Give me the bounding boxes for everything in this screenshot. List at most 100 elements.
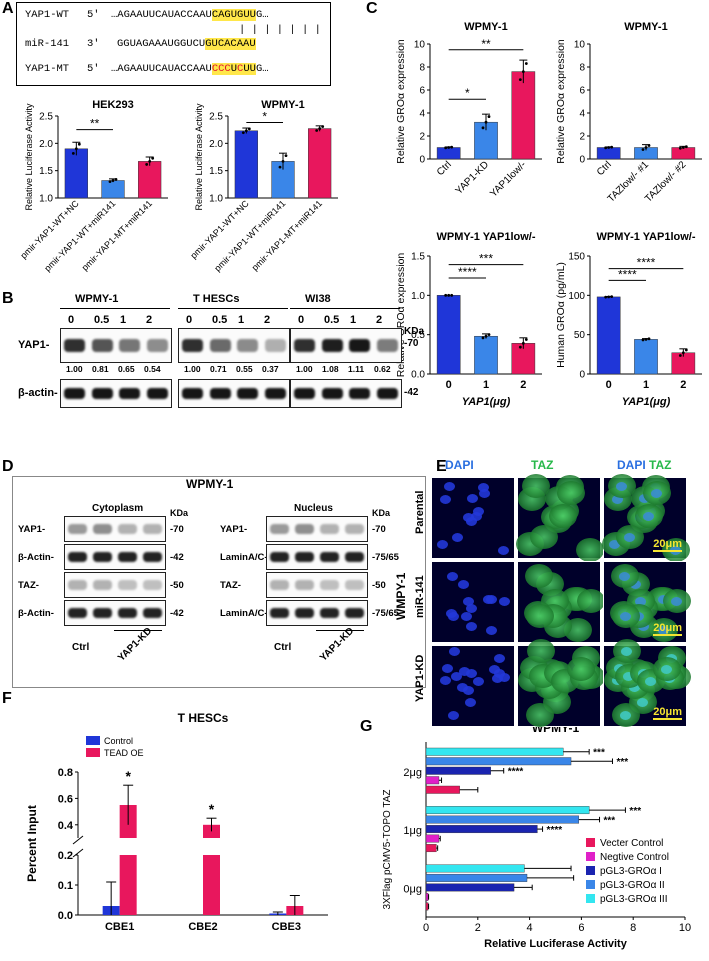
band-ratio: 1.00 (296, 364, 313, 374)
blot-band (93, 580, 112, 590)
nucleus (463, 597, 475, 607)
x-tick-label: 8 (630, 922, 636, 934)
chart-title: HEK293 (92, 99, 134, 111)
actin-blot-strip (60, 379, 172, 408)
mw-label: -50 (170, 580, 184, 591)
blot-band (270, 552, 289, 562)
nucleus (451, 532, 463, 542)
blot-band (119, 388, 141, 399)
band-ratio: 0.54 (144, 364, 161, 374)
microscopy-row-label: YAP1-KD (414, 654, 426, 702)
blot-band (345, 524, 364, 534)
blot-row-label: YAP1- (220, 524, 248, 535)
taz-stain (526, 703, 555, 728)
nucleus (439, 676, 451, 686)
blot-band (182, 388, 204, 399)
x-tick-label: 10 (679, 922, 691, 934)
data-point (604, 295, 608, 299)
bar (425, 902, 429, 911)
data-point (77, 142, 81, 146)
x-tick-label: 2 (520, 379, 526, 391)
nucleus (489, 665, 501, 675)
taz-stain (526, 639, 555, 664)
taz-stain (567, 657, 596, 682)
y-tick-label: 2 (419, 132, 425, 143)
scale-bar: 20μm (653, 538, 682, 552)
legend-swatch (86, 736, 100, 745)
data-point (444, 146, 448, 150)
blot-section-title: Nucleus (294, 503, 333, 514)
data-point (607, 146, 611, 149)
nucleus (466, 517, 478, 527)
bar (101, 180, 125, 199)
blot-band (118, 524, 137, 534)
significance-marker: ** (481, 37, 491, 51)
y-tick-label: 2 (579, 132, 585, 143)
x-tick-label: 0 (423, 922, 429, 934)
x-axis-label: YAP1(μg) (462, 396, 511, 408)
y-tick-label: 0.6 (58, 793, 73, 805)
microscopy-column-title: DAPI (445, 458, 474, 472)
band-ratio: 0.65 (118, 364, 135, 374)
data-point (241, 131, 245, 135)
band-ratio: 1.08 (322, 364, 339, 374)
nucleus (471, 512, 483, 522)
nucleus (442, 664, 454, 674)
y-tick-label: 0.0 (411, 370, 425, 381)
data-point (644, 146, 648, 149)
nucleus (620, 711, 632, 721)
taz-stain (577, 589, 606, 614)
x-tick-label: 2 (475, 922, 481, 934)
actin-blot-strip (290, 379, 402, 408)
group-underline (178, 308, 288, 309)
significance-marker: * (465, 86, 470, 100)
legend-label: pGL3-GROα I (600, 866, 662, 877)
y-tick-label: 2.0 (209, 139, 223, 150)
chart-hek293-luciferase: HEK293 1.0 1.5 2.0 2.5 Relative Luciferase Ac… (20, 99, 168, 273)
chart-c-wpmy1-yap1: WPMY-1 0 2 4 6 8 10 Relative GROα expression Ctr… (395, 21, 542, 200)
x-tick-label: 2 (680, 379, 686, 391)
x-tick-label: pmir-YAP1-WT+miR141 (42, 198, 117, 273)
blot-row-label: β-Actin- (18, 608, 54, 619)
y-tick-label: 0.5 (411, 330, 425, 341)
blot-band (119, 338, 141, 353)
dose-label: 1 (120, 314, 127, 326)
nucleus (623, 532, 635, 542)
seq-row-mt: YAP1-MT 5' …AGAAUUCAUACCAAUCCCUCUUG… (25, 63, 269, 75)
group-underline (316, 630, 364, 631)
data-point (447, 146, 451, 149)
x-tick-label: pmir-YAP1-WT+miR141 (212, 198, 287, 273)
data-point (647, 337, 651, 341)
blot-section-title: Cytoplasm (92, 503, 144, 514)
blot-band (146, 338, 168, 353)
band-ratio: 0.62 (374, 364, 391, 374)
bar (425, 806, 590, 815)
microscopy-image (431, 477, 515, 559)
data-point (484, 334, 488, 338)
y-tick-label: 10 (414, 40, 426, 51)
blot-band (91, 388, 113, 399)
yap1-blot-strip (60, 328, 172, 363)
dose-label: 2 (146, 314, 153, 326)
blot-band (345, 552, 364, 562)
x-tick-label: CBE1 (105, 921, 134, 932)
significance-marker: *** (593, 748, 605, 759)
bar (436, 295, 461, 375)
bar (511, 71, 536, 160)
y-tick-label: 1μg (403, 825, 422, 837)
yap1-blot-strip (178, 328, 290, 363)
nucleus (458, 580, 470, 590)
data-point (111, 179, 115, 182)
y-axis-label: Percent Input (25, 805, 39, 882)
taz-stain (529, 524, 558, 549)
group-underline (290, 308, 400, 309)
y-tick-label: 0.1 (58, 880, 73, 892)
blot-band (68, 580, 87, 590)
dose-label: 0.5 (94, 314, 110, 326)
bar (203, 824, 220, 838)
data-point (318, 127, 322, 130)
nucleus (444, 481, 456, 491)
seq-row-mir: miR-141 3' GGUAGAAAUGGUCUGUCACAAU (25, 38, 256, 50)
significance-marker: **** (508, 767, 524, 778)
nucleus (499, 673, 511, 683)
